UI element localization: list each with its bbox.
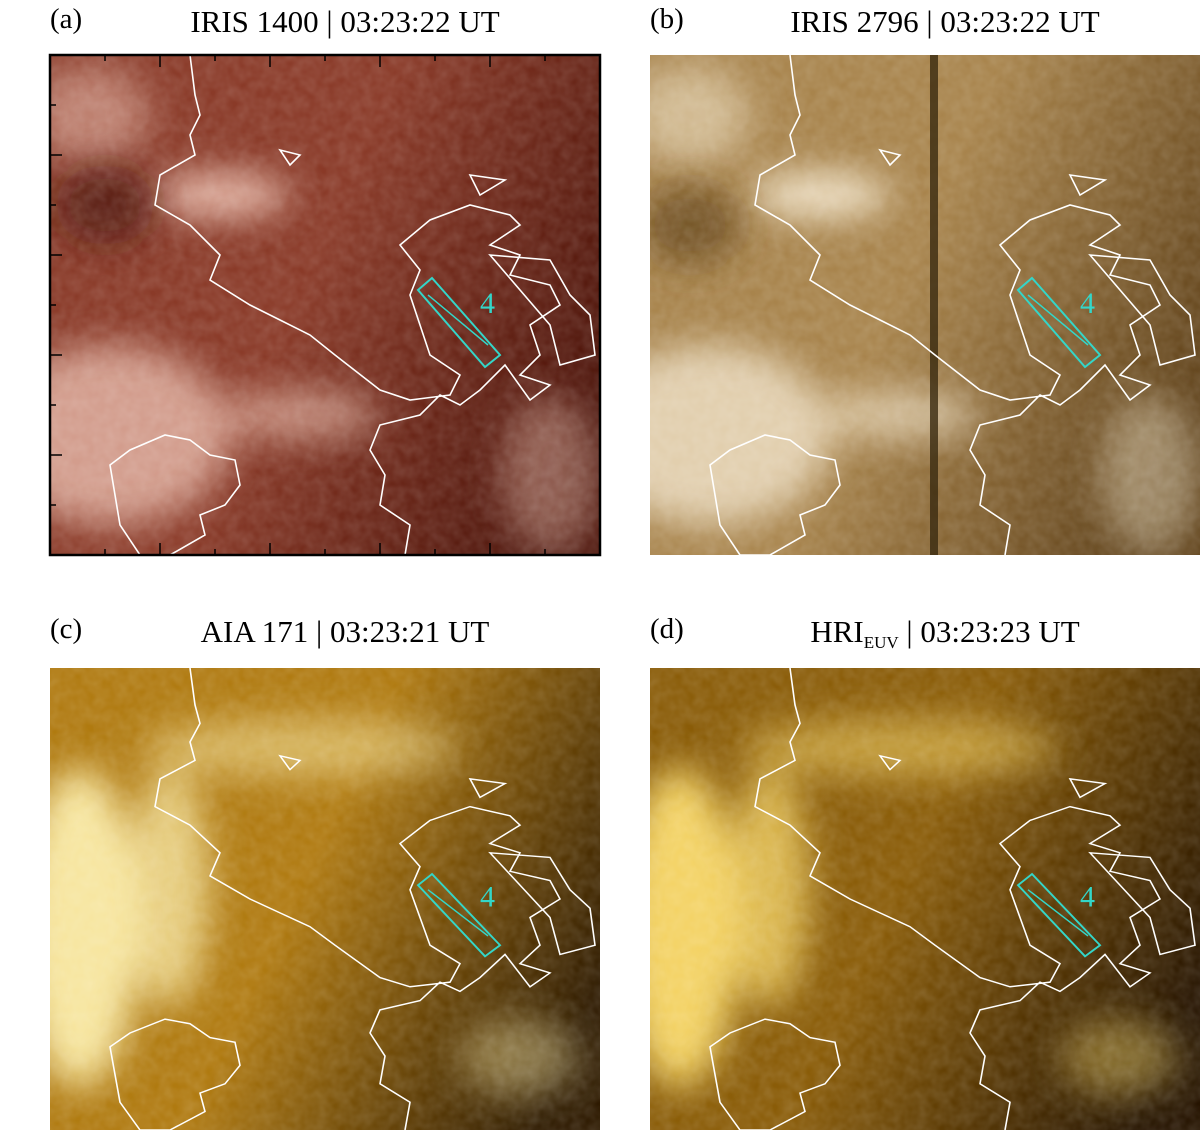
roi-rect [1016,276,1102,369]
texture [50,55,600,555]
title-text: HRI [810,614,863,649]
roi-label: 4 [480,287,495,320]
panel-label: (a) [50,3,82,35]
roi-label: 4 [480,880,495,913]
solar-image: 4 [50,668,600,1130]
title-text: IRIS 2796 | 03:23:22 UT [790,4,1099,39]
roi-arrow [1027,294,1089,346]
texture [650,55,1200,555]
panel-label: (d) [650,613,684,645]
solar-image: 4 [650,668,1200,1130]
slit-stripe [930,55,938,555]
solar-image: 4 [650,55,1200,555]
roi-box [1016,872,1102,958]
panel-label: (c) [50,613,82,645]
title-suffix: | 03:23:23 UT [899,614,1080,649]
solar-image: 4 [50,55,600,555]
panel-title: AIA 171 | 03:23:21 UT [201,614,490,649]
title-text: IRIS 1400 | 03:23:22 UT [190,4,499,39]
roi-label: 4 [1080,880,1095,913]
roi-arrow [1027,889,1089,937]
roi-box [416,872,502,958]
panel-title: HRIEUV | 03:23:23 UT [810,614,1079,652]
texture [50,668,600,1130]
roi-rect [416,276,502,369]
roi-label: 4 [1080,287,1095,320]
panel-label: (b) [650,3,684,35]
panel-title: IRIS 1400 | 03:23:22 UT [190,4,499,39]
roi-arrow [427,889,489,937]
texture [650,668,1200,1130]
roi-rect [1016,872,1102,958]
roi-box [1016,276,1102,369]
title-subscript: EUV [864,633,900,652]
roi-rect [416,872,502,958]
roi-box [416,276,502,369]
roi-arrow [427,294,489,346]
panel-title: IRIS 2796 | 03:23:22 UT [790,4,1099,39]
title-text: AIA 171 | 03:23:21 UT [201,614,490,649]
